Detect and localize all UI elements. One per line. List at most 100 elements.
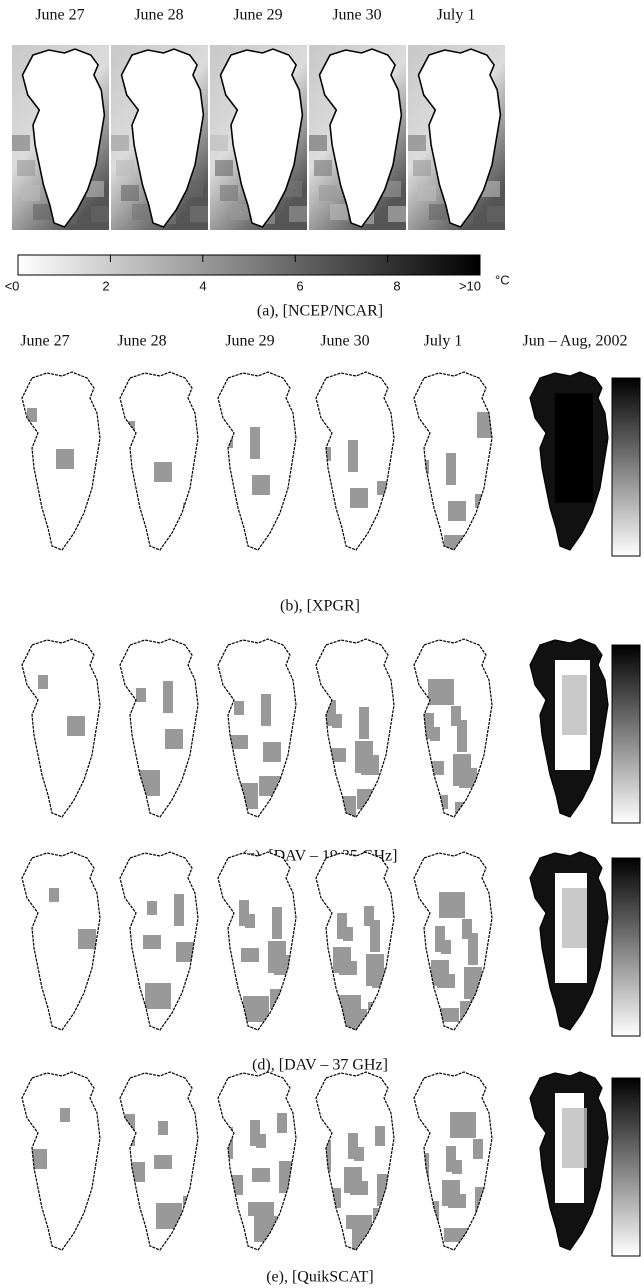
colorbar <box>17 254 481 276</box>
melt-map <box>217 851 297 1031</box>
melt-patch <box>248 1202 274 1216</box>
grid-cell <box>388 206 406 222</box>
grid-cell <box>12 135 30 151</box>
melt-map <box>21 851 101 1031</box>
melt-patch <box>457 720 467 752</box>
grid-cell <box>210 135 228 151</box>
melt-patch <box>421 1201 439 1221</box>
melt-patch <box>183 503 198 529</box>
melt-patch <box>344 1167 362 1193</box>
melt-map <box>413 371 493 551</box>
melt-patch <box>357 789 383 809</box>
melt-patch <box>373 1208 394 1240</box>
melt-map <box>119 371 199 551</box>
date-label: June 29 <box>233 7 282 24</box>
melt-patch <box>343 927 353 941</box>
melt-area <box>555 873 587 983</box>
melt-patch <box>426 761 444 775</box>
melt-patch <box>335 995 361 1009</box>
melt-area <box>555 660 590 770</box>
caption: (e), [QuikSCAT] <box>266 1269 374 1286</box>
melt-map <box>21 1071 101 1251</box>
melt-patch <box>375 1126 385 1146</box>
melt-map <box>413 1071 493 1251</box>
melt-patch <box>272 907 282 939</box>
melt-patch <box>78 929 96 949</box>
melt-patch <box>259 776 285 796</box>
melt-patch <box>366 954 384 986</box>
melt-patch <box>67 716 85 736</box>
melt-patch <box>477 1235 492 1250</box>
melt-patch <box>364 906 374 926</box>
grid-cell <box>429 204 447 220</box>
melt-map <box>119 851 199 1031</box>
melt-map <box>217 638 297 818</box>
temperature-map <box>210 45 307 230</box>
grid-cell <box>319 185 337 201</box>
date-label: June 28 <box>134 7 183 24</box>
melt-patch <box>422 795 448 809</box>
melt-patch <box>174 894 184 926</box>
colorbar <box>611 1077 641 1257</box>
grid-cell <box>330 204 348 220</box>
melt-patch <box>352 1229 378 1250</box>
melt-patch <box>277 1113 287 1133</box>
grid-cell <box>111 135 129 151</box>
melt-patch <box>230 735 248 749</box>
melt-patch <box>263 742 281 762</box>
interior <box>562 675 587 735</box>
melt-map <box>315 371 395 551</box>
melt-patch <box>333 947 351 973</box>
melt-patch <box>446 1146 456 1172</box>
melt-patch <box>252 1168 270 1182</box>
grid-cell <box>309 135 327 151</box>
melt-patch <box>163 681 173 713</box>
melt-patch <box>451 706 461 726</box>
melt-patch <box>475 1187 492 1219</box>
colorbar-unit: °C <box>495 272 510 287</box>
melt-patch <box>234 701 244 715</box>
grid-cell <box>284 181 302 197</box>
melt-patch <box>471 1221 492 1250</box>
melt-patch <box>379 529 394 550</box>
melt-area <box>49 888 96 949</box>
melt-map <box>413 638 493 818</box>
colorbar-tick-label: 2 <box>102 278 109 293</box>
melt-patch <box>348 440 358 472</box>
caption: (a), [NCEP/NCAR] <box>257 303 383 320</box>
melt-patch <box>250 427 260 459</box>
caption: (b), [XPGR] <box>280 598 360 615</box>
melt-patch <box>252 475 270 495</box>
melt-patch <box>281 516 296 542</box>
melt-patch <box>462 919 472 939</box>
melt-patch <box>134 770 160 796</box>
temperature-map <box>408 45 505 230</box>
date-label: June 29 <box>225 333 274 350</box>
temperature-map <box>12 45 109 230</box>
melt-patch <box>419 460 429 474</box>
melt-patch <box>250 1120 260 1146</box>
date-label: June 30 <box>332 7 381 24</box>
date-label: July 1 <box>437 7 476 24</box>
grid-cell <box>220 185 238 201</box>
melt-patch <box>223 434 233 448</box>
date-label: Jun – Aug, 2002 <box>523 333 628 350</box>
melt-patch <box>49 888 59 902</box>
melt-patch <box>29 1149 47 1169</box>
grid-cell <box>487 206 505 222</box>
melt-patch <box>330 796 356 817</box>
melt-map <box>529 371 609 551</box>
melt-patch <box>239 900 249 926</box>
melt-patch <box>176 942 194 962</box>
colorbar-tick-label: 8 <box>393 278 400 293</box>
colorbar-tick-label: <0 <box>5 278 20 293</box>
melt-map <box>119 1071 199 1251</box>
melt-patch <box>473 1139 483 1159</box>
grid-cell <box>185 181 203 197</box>
melt-patch <box>143 935 161 949</box>
melt-patch <box>332 714 342 728</box>
grid-cell <box>408 135 426 151</box>
melt-patch <box>223 1127 233 1159</box>
melt-patch <box>430 727 440 741</box>
melt-map <box>315 638 395 818</box>
